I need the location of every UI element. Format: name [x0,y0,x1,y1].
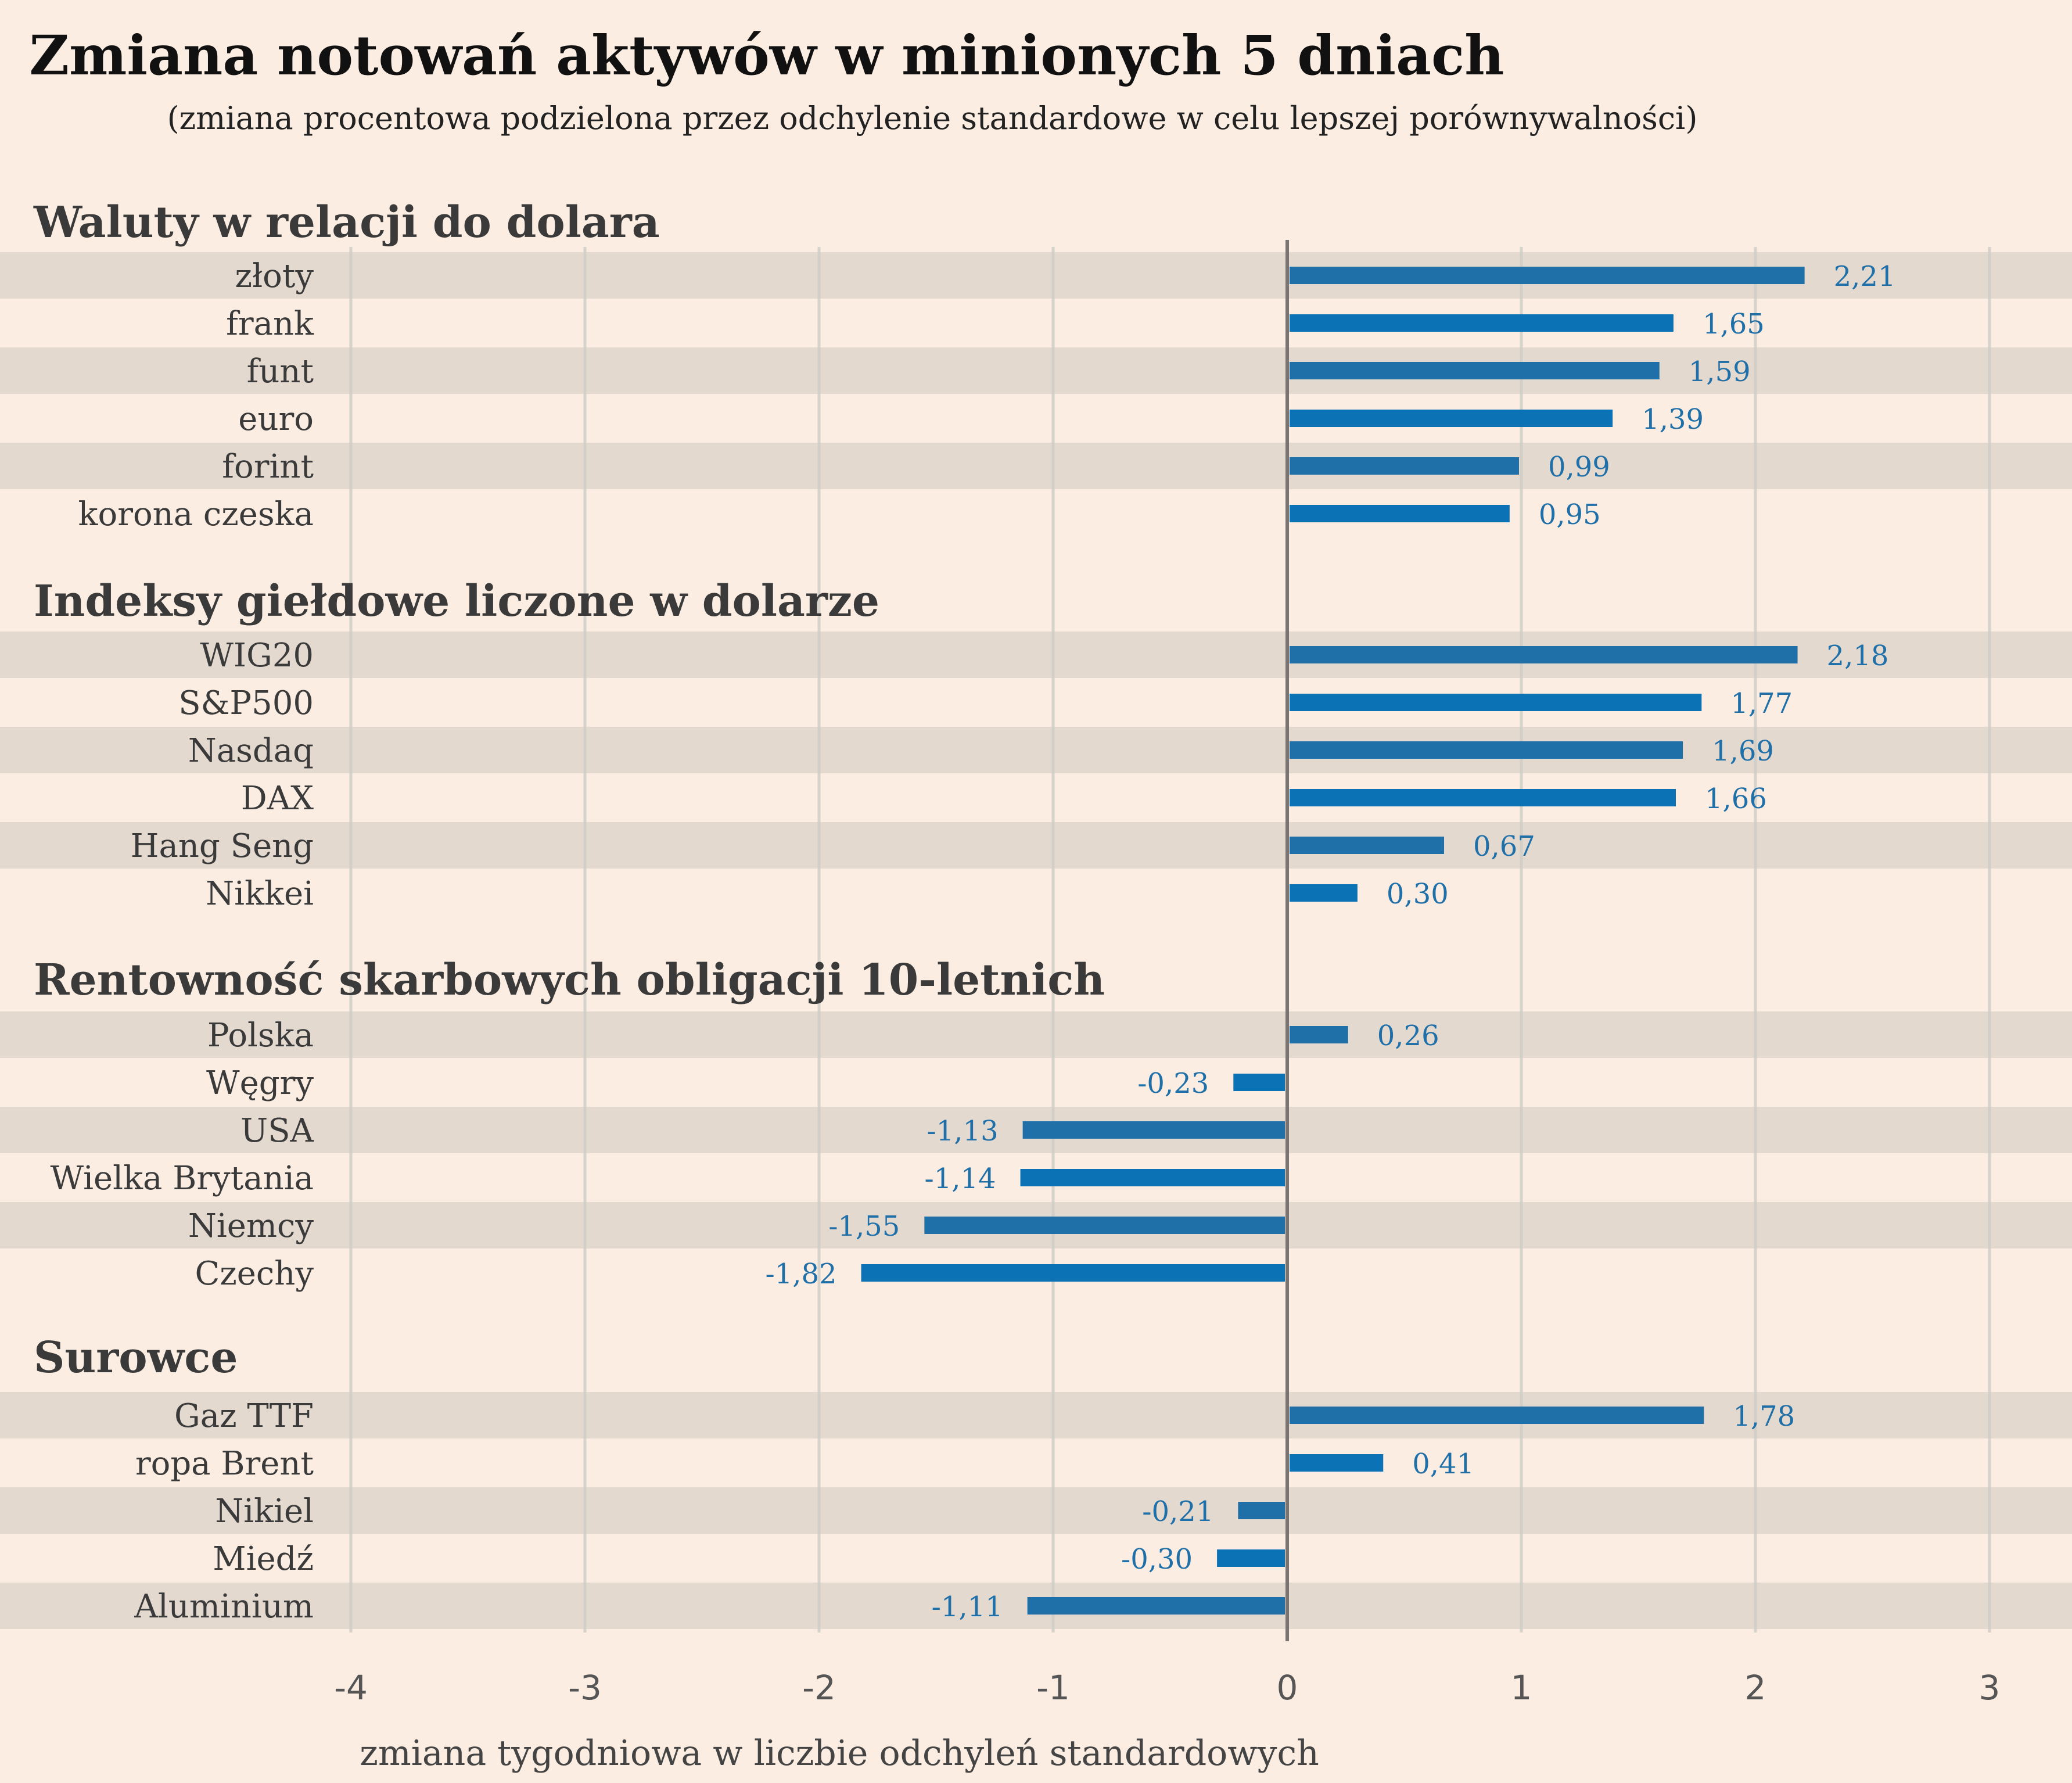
bar [1290,694,1702,711]
category-label: DAX [241,780,314,817]
bar [1022,1121,1285,1139]
data-label: -1,14 [924,1163,996,1195]
category-label: USA [240,1112,314,1150]
category-label: Nikkei [206,875,314,913]
category-label: S&P500 [178,684,314,722]
group-title: Rentowność skarbowych obligacji 10-letni… [34,955,1105,1005]
category-label: WIG20 [200,637,314,675]
bar [1290,505,1510,522]
data-label: 0,41 [1412,1448,1474,1480]
bar [1290,362,1660,379]
x-tick-label: -1 [1036,1668,1070,1707]
bar [1290,1026,1348,1043]
data-label: 1,78 [1733,1400,1795,1433]
bar [1290,789,1676,806]
category-label: Nasdaq [188,732,314,770]
data-label: 0,95 [1539,498,1601,531]
data-label: -1,82 [765,1258,836,1290]
x-tick-label: 1 [1511,1668,1532,1707]
x-tick-label: -3 [568,1668,602,1707]
bar [1290,314,1674,332]
data-label: 0,99 [1548,451,1610,483]
grid-lines [349,247,1991,1633]
group-title: Indeksy giełdowe liczone w dolarze [34,576,879,626]
data-label: 0,67 [1473,830,1535,863]
category-label: Nikiel [215,1493,314,1530]
category-label: Wielka Brytania [51,1160,314,1197]
x-tick-label: 0 [1277,1668,1298,1707]
data-label: 1,39 [1642,403,1704,436]
category-label: Niemcy [188,1207,314,1245]
bars [861,267,1805,1615]
bar [1233,1074,1285,1091]
bar [1290,741,1683,759]
category-label: Hang Seng [131,827,314,865]
bar [1290,457,1519,475]
data-label: -0,30 [1121,1543,1193,1576]
row-band [0,1392,2072,1438]
bar [1290,646,1798,663]
row-band [0,347,2072,394]
row-band [0,443,2072,489]
x-axis-title: zmiana tygodniowa w liczbie odchyleń sta… [360,1733,1319,1774]
data-label: 0,26 [1377,1020,1439,1052]
category-label: Polska [207,1017,314,1054]
data-label: 1,65 [1703,308,1765,340]
category-label: Węgry [206,1064,314,1102]
category-label: złoty [235,257,314,295]
category-label: euro [238,400,314,438]
row-bands [0,252,2072,1629]
row-band [0,727,2072,773]
chart-title: Zmiana notowań aktywów w minionych 5 dni… [29,24,1504,88]
bar [1290,837,1445,854]
category-label: forint [222,448,314,486]
category-label: ropa Brent [135,1445,314,1483]
x-tick-label: -4 [334,1668,368,1707]
group-title: Waluty w relacji do dolara [33,198,660,247]
bar [1290,1454,1384,1472]
category-label: Miedź [213,1540,314,1578]
labels: Waluty w relacji do dolara złoty 2,21 frank… [33,198,1896,1626]
bar [1290,410,1613,427]
category-label: Czechy [195,1255,314,1293]
x-tick-label: -2 [802,1668,836,1707]
row-band [0,1011,2072,1058]
data-label: 1,69 [1712,735,1774,767]
data-label: 1,66 [1705,783,1767,815]
bar [1290,1407,1704,1424]
data-label: 0,30 [1387,878,1449,910]
category-label: Aluminium [134,1588,314,1626]
bar [924,1217,1285,1234]
bar [861,1264,1285,1282]
category-label: Gaz TTF [174,1397,314,1435]
data-label: 2,21 [1834,260,1896,293]
data-label: -1,13 [927,1115,999,1147]
data-label: -0,21 [1142,1495,1213,1528]
bar [1027,1597,1285,1615]
data-label: -1,11 [932,1591,1003,1623]
x-tick-label: 3 [1979,1668,2001,1707]
bar [1290,267,1805,284]
data-label: 2,18 [1827,640,1889,672]
category-label: frank [226,305,314,343]
chart-subtitle: (zmiana procentowa podzielona przez odch… [167,100,1698,137]
bar [1238,1502,1285,1519]
x-axis: -4 -3 -2 -1 0 1 2 3 [334,240,2000,1707]
data-label: 1,77 [1730,687,1793,720]
data-label: 1,59 [1689,356,1751,388]
row-band [0,822,2072,869]
bar [1020,1169,1285,1186]
x-tick-label: 2 [1745,1668,1766,1707]
category-label: korona czeska [78,496,314,533]
bar [1290,884,1358,902]
category-label: funt [247,353,314,390]
group-title: Surowce [34,1333,238,1383]
bar [1217,1549,1285,1567]
data-label: -1,55 [828,1210,900,1243]
row-band [0,1487,2072,1534]
data-label: -0,23 [1137,1067,1209,1100]
